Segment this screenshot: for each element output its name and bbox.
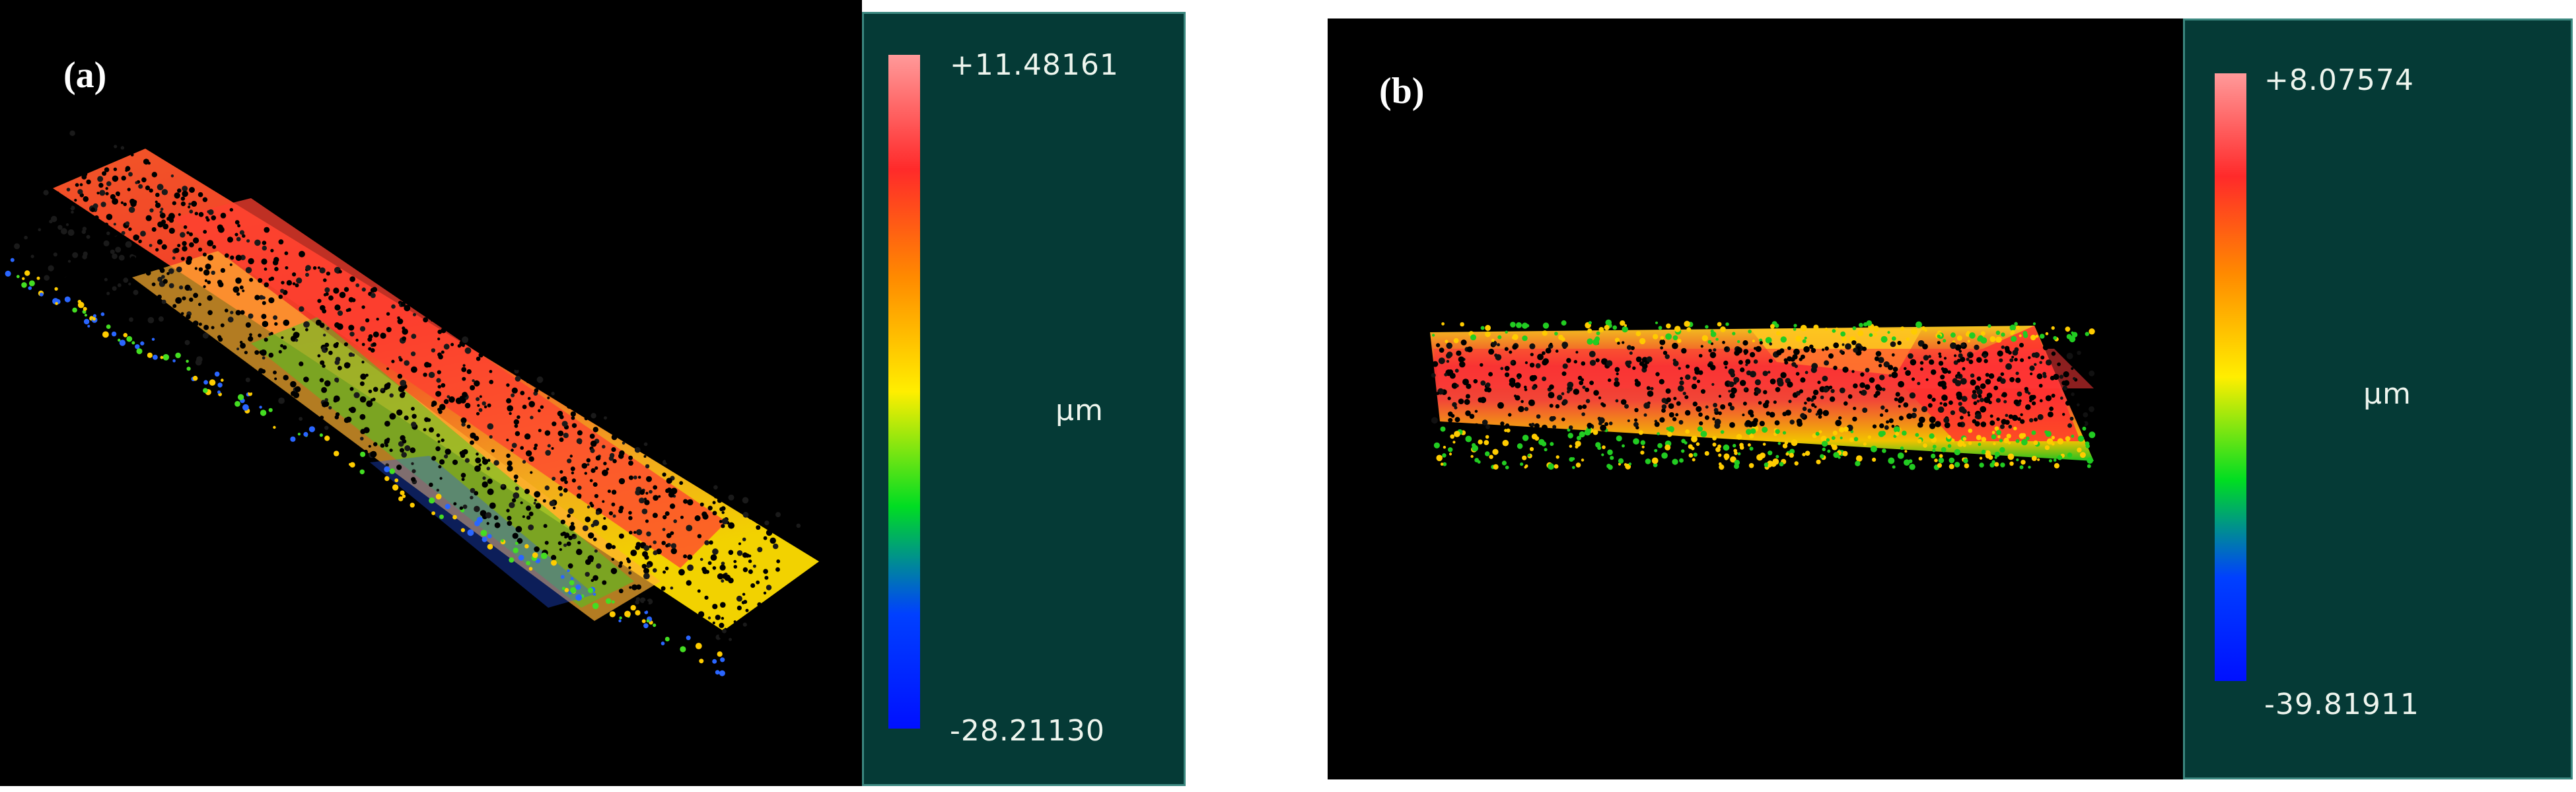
surface-image-b	[1430, 319, 2097, 470]
surface-image-a	[5, 124, 819, 676]
panel-label-a: (a)	[63, 55, 107, 96]
surface-view-a: (a)	[0, 0, 862, 786]
colormap-bar-b	[2215, 73, 2246, 681]
scale-max-a: +11.48161	[950, 48, 1119, 82]
colormap-bar-a	[888, 55, 920, 729]
panel-a: (a) +11.48161 µm -28.21130	[0, 0, 1189, 792]
scale-unit-b: µm	[2363, 377, 2412, 411]
scale-min-a: -28.21130	[950, 714, 1105, 748]
scale-min-b: -39.81911	[2264, 688, 2419, 721]
noise-dots-b	[1431, 319, 2097, 470]
surface-view-b: (b)	[1328, 18, 2183, 779]
panel-label-b: (b)	[1379, 71, 1425, 112]
panel-b: (b) +8.07574 µm -39.81911	[1328, 0, 2576, 792]
color-scale-b: +8.07574 µm -39.81911	[2183, 18, 2573, 779]
scale-max-b: +8.07574	[2264, 63, 2414, 97]
noise-dots-a	[5, 124, 801, 676]
scale-unit-a: µm	[1055, 394, 1104, 427]
color-scale-a: +11.48161 µm -28.21130	[862, 12, 1186, 786]
